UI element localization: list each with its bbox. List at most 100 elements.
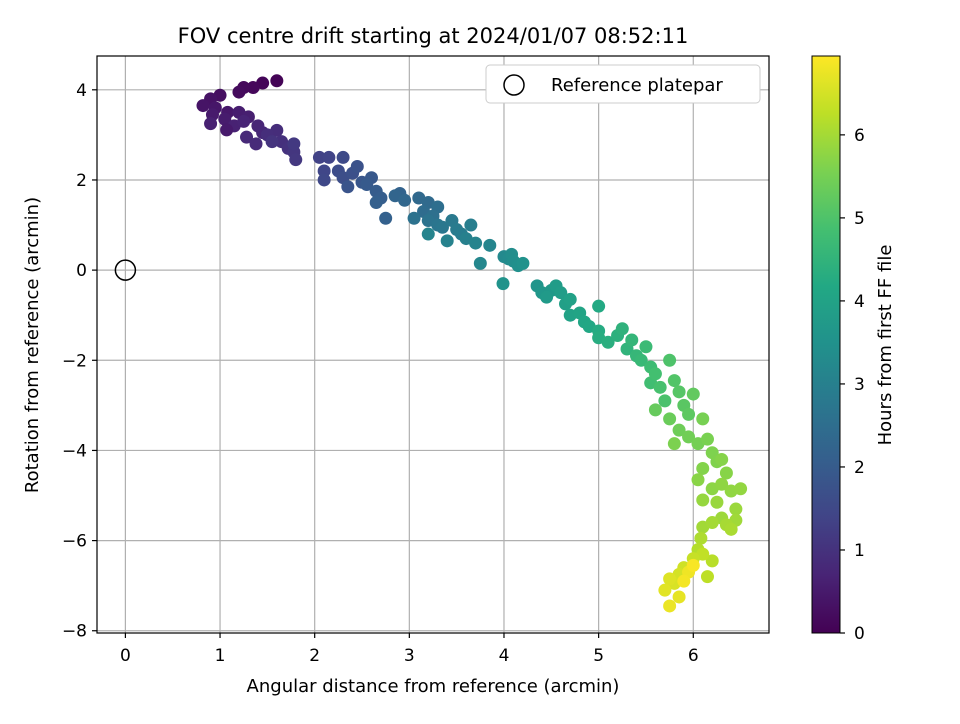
data-point: [719, 466, 733, 480]
data-point: [601, 335, 615, 349]
colorbar-tick-label: 0: [854, 624, 865, 644]
data-point: [435, 220, 449, 234]
scatter-points: [196, 74, 748, 613]
colorbar-tick-label: 2: [854, 458, 865, 478]
data-point: [715, 477, 729, 491]
data-point: [240, 130, 254, 144]
data-point: [710, 495, 724, 509]
data-point: [317, 164, 331, 178]
data-point: [341, 180, 355, 194]
y-axis-label: Rotation from reference (arcmin): [22, 197, 43, 493]
data-point: [653, 380, 667, 394]
data-point: [483, 238, 497, 252]
x-axis-ticks: 0 1 2 3 4 5 6: [120, 633, 699, 666]
y-tick-label: 2: [76, 171, 87, 191]
data-point: [369, 196, 383, 210]
x-tick-label: 6: [688, 646, 699, 666]
legend-label: Reference platepar: [551, 75, 723, 96]
legend-box: [485, 64, 761, 104]
colorbar-tick-label: 1: [854, 541, 865, 561]
data-point: [516, 256, 530, 270]
data-point: [696, 412, 710, 426]
data-point: [694, 531, 708, 545]
data-point: [218, 112, 232, 126]
data-point: [398, 193, 412, 207]
x-tick-label: 5: [593, 646, 604, 666]
data-point: [312, 150, 326, 164]
y-tick-label: 0: [76, 261, 87, 281]
data-point: [663, 599, 677, 613]
data-point: [196, 99, 210, 113]
legend-marker-icon: [503, 74, 525, 96]
data-point: [658, 583, 672, 597]
colorbar-tick-label: 3: [854, 375, 865, 395]
data-point: [496, 277, 510, 291]
colorbar-tick-label: 4: [854, 292, 865, 312]
y-tick-label: −4: [62, 441, 87, 461]
x-tick-label: 0: [120, 646, 131, 666]
data-point: [705, 516, 719, 530]
data-point: [317, 173, 331, 187]
data-point: [658, 394, 672, 408]
data-point: [672, 590, 686, 604]
data-point: [686, 558, 700, 572]
data-point: [677, 574, 691, 588]
data-point: [625, 333, 639, 347]
data-point: [464, 218, 478, 232]
data-point: [379, 211, 393, 225]
x-tick-label: 1: [215, 646, 226, 666]
data-point: [639, 340, 653, 354]
y-tick-label: −2: [62, 351, 87, 371]
data-point: [667, 437, 681, 451]
data-point: [696, 493, 710, 507]
data-point: [232, 85, 246, 99]
colorbar-tick-label: 6: [854, 126, 865, 146]
data-point: [220, 123, 234, 137]
plot-frame: [96, 55, 770, 634]
data-point: [682, 407, 696, 421]
data-point: [715, 452, 729, 466]
x-axis-label: Angular distance from reference (arcmin): [247, 676, 620, 697]
data-point: [204, 117, 218, 131]
y-axis-ticks: −8 −6 −4 −2 0 2 4: [62, 81, 97, 642]
data-point: [700, 570, 714, 584]
data-point: [734, 482, 748, 496]
data-point: [648, 403, 662, 417]
data-point: [287, 137, 301, 151]
data-point: [696, 461, 710, 475]
data-point: [440, 234, 454, 248]
data-point: [540, 290, 554, 304]
data-point: [289, 153, 303, 167]
data-point: [421, 227, 435, 241]
y-tick-label: 4: [76, 81, 87, 101]
data-point: [691, 473, 705, 487]
data-point: [686, 387, 700, 401]
data-point: [663, 353, 677, 367]
data-point: [634, 353, 648, 367]
colorbar-label: Hours from first FF file: [875, 245, 896, 446]
data-point: [469, 236, 483, 250]
data-point: [249, 137, 263, 151]
y-tick-label: −8: [62, 622, 87, 642]
data-point: [350, 159, 364, 173]
data-point: [322, 150, 336, 164]
grid: [97, 56, 769, 633]
data-point: [648, 367, 662, 381]
data-point: [700, 432, 714, 446]
data-point: [360, 177, 374, 191]
data-point: [563, 292, 577, 306]
y-tick-label: −6: [62, 532, 87, 552]
data-point: [682, 430, 696, 444]
data-point: [592, 299, 606, 313]
legend: Reference platepar: [485, 64, 761, 104]
data-point: [724, 522, 738, 536]
x-tick-label: 4: [499, 646, 510, 666]
data-point: [336, 150, 350, 164]
data-point: [407, 211, 421, 225]
x-tick-label: 2: [309, 646, 320, 666]
data-point: [615, 322, 629, 336]
colorbar-tick-label: 5: [854, 209, 865, 229]
data-point: [667, 374, 681, 388]
